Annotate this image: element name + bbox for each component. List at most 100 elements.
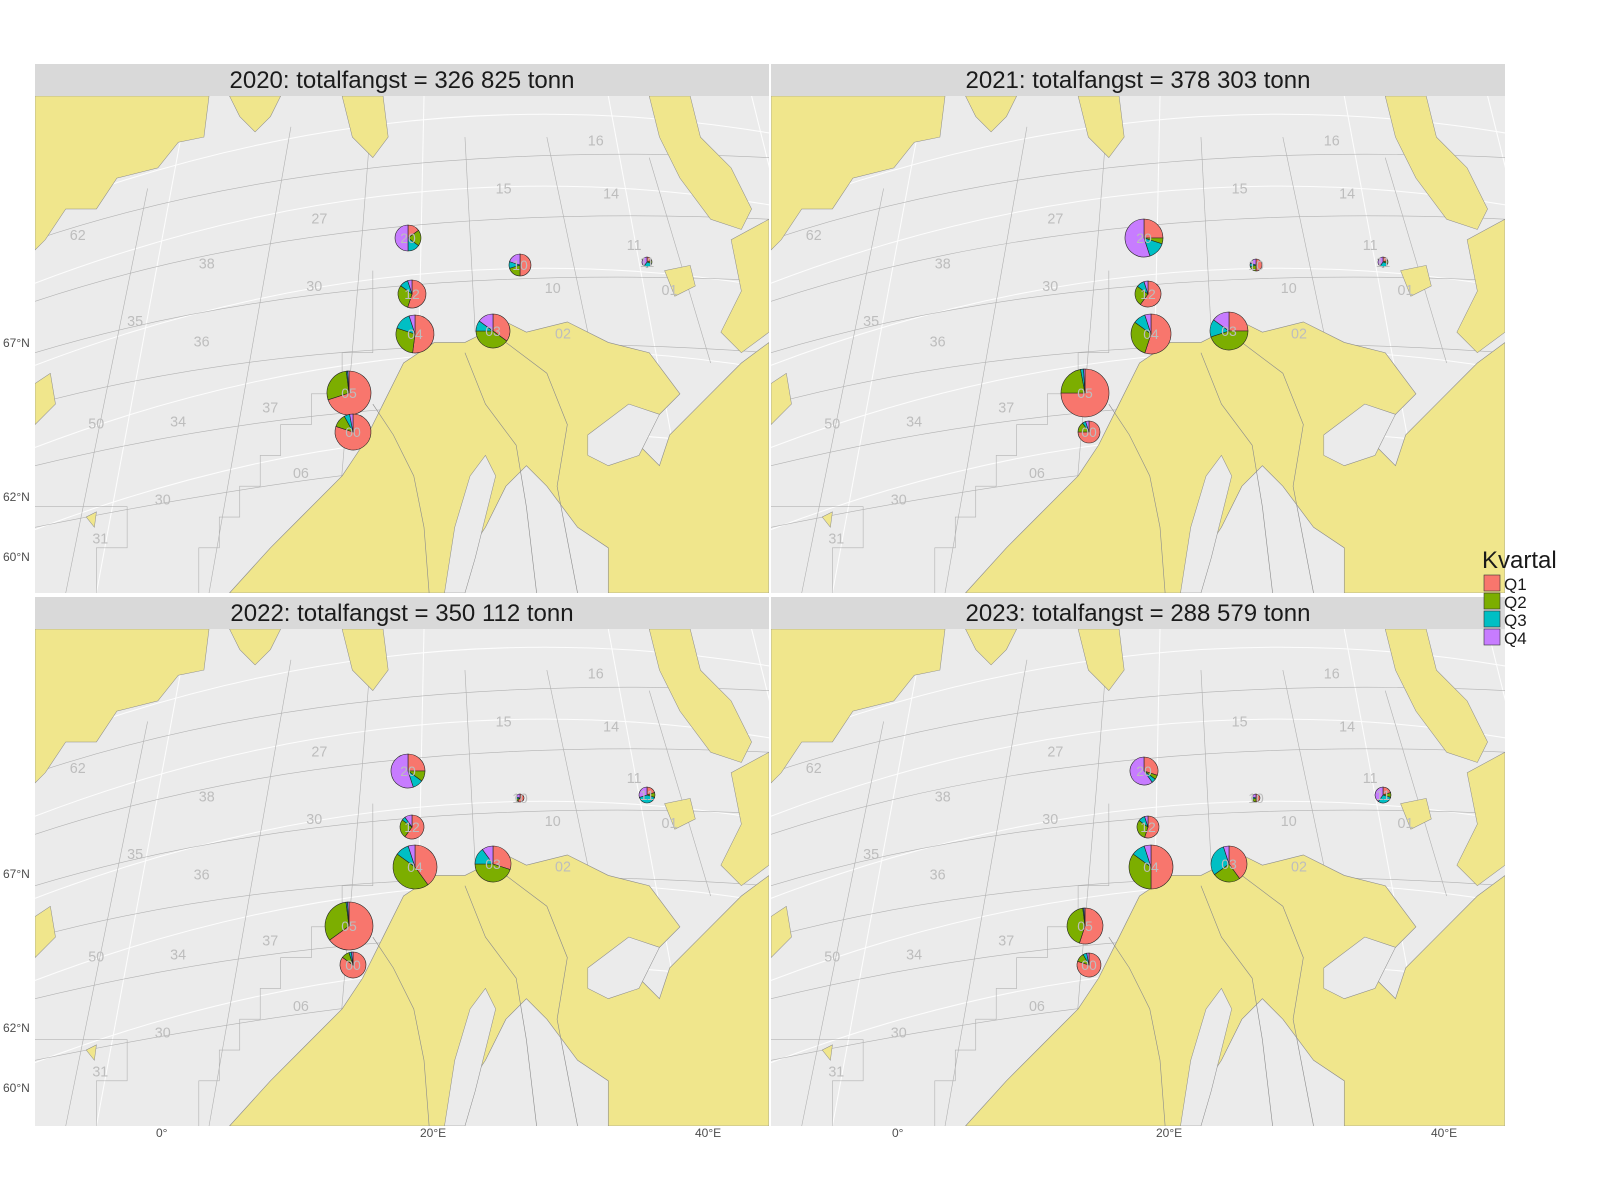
legend-item-q3: Q3	[1483, 610, 1527, 630]
legend-swatch-q1	[1483, 574, 1501, 592]
pie-slice-q4	[1144, 815, 1149, 828]
x-tick-label: 40°E	[1431, 1126, 1457, 1140]
panel-strip	[35, 64, 769, 96]
pie-area-label: 12	[404, 286, 420, 302]
pie-area-12: 12	[1136, 815, 1160, 839]
pie-slice-q4	[351, 951, 354, 966]
pie-slice-q4	[347, 901, 350, 927]
pie-slice-q4	[1249, 258, 1257, 266]
pie-slice-q2	[474, 863, 511, 883]
pie-slice-q4	[349, 413, 354, 433]
pie-slice-q4	[390, 753, 414, 789]
pie-area-label: 11	[1376, 254, 1391, 270]
pie-slice-q1	[327, 370, 372, 416]
panel-4: 2023: totalfangst = 288 579 tonn 05 04 00 03…	[771, 597, 1505, 1126]
pie-area-label: 05	[341, 918, 357, 934]
pie-slice-q4	[1124, 218, 1151, 258]
pie-area-04: 04	[1130, 313, 1172, 355]
pie-area-20: 20	[1129, 756, 1159, 786]
pie-area-20: 20	[1124, 218, 1164, 258]
y-tick-label: 60°N	[3, 1081, 30, 1095]
legend-item-q1: Q1	[1483, 574, 1527, 594]
y-tick-label: 67°N	[3, 867, 30, 881]
pie-slice-q4	[408, 314, 416, 335]
pie-slice-q4	[1085, 420, 1090, 433]
pie-slice-q2	[397, 285, 413, 308]
pie-slice-q4	[509, 253, 521, 266]
x-tick-label: 0°	[156, 1126, 168, 1140]
x-tick-label: 40°E	[695, 1126, 721, 1140]
pie-area-04: 04	[395, 314, 435, 354]
pie-area-label: 03	[485, 323, 501, 339]
panel-strip	[35, 597, 769, 629]
pie-area-label: 11	[640, 254, 655, 270]
map: 05 04 00 03 12 20 11 10	[771, 96, 1505, 593]
pie-slice-q2	[1130, 321, 1152, 354]
pie-area-00: 00	[334, 413, 372, 451]
pie-area-label: 03	[1221, 856, 1237, 872]
pie-slice-q1	[1079, 907, 1104, 945]
pie-slice-q2	[1066, 907, 1086, 944]
pie-slice-q1	[519, 253, 532, 277]
legend-swatch-q4	[1483, 628, 1501, 646]
pie-area-05: 05	[1066, 907, 1104, 945]
pie-area-20: 20	[394, 224, 422, 252]
pie-slice-q1	[404, 814, 425, 840]
pie-area-label: 20	[1136, 763, 1152, 779]
pie-area-00: 00	[1076, 952, 1102, 978]
x-axis: 0° 20°E 40°E 0° 20°E 40°E	[156, 1126, 1457, 1140]
pie-area-11: 11	[638, 786, 656, 804]
pie-area-04: 04	[1128, 844, 1174, 890]
x-tick-label: 20°E	[420, 1126, 446, 1140]
pie-area-label: 04	[407, 859, 423, 875]
pie-slice-q2	[1128, 853, 1152, 890]
y-tick-label: 67°N	[3, 336, 30, 350]
x-tick-label: 20°E	[1156, 1126, 1182, 1140]
pie-slice-q4	[1251, 793, 1257, 799]
pie-slice-q4	[1213, 311, 1230, 332]
pie-slice-q4	[407, 844, 416, 868]
pie-area-03: 03	[475, 313, 511, 349]
pie-slice-q4	[1143, 844, 1152, 868]
pie-slice-q4	[515, 793, 521, 799]
pie-slice-q4	[1374, 786, 1384, 802]
pie-area-11: 11	[1376, 254, 1391, 270]
pie-slice-q4	[404, 814, 413, 828]
panel-strip	[771, 64, 1505, 96]
panel-title: 2023: totalfangst = 288 579 tonn	[966, 600, 1311, 627]
y-axis: 67°N 62°N 60°N 67°N 62°N 60°N	[3, 336, 30, 1095]
pie-area-label: 10	[1248, 257, 1264, 273]
pie-slice-q4	[478, 313, 494, 332]
pie-area-label: 04	[407, 326, 423, 342]
pie-slice-q4	[482, 845, 494, 865]
pie-area-04: 04	[392, 844, 438, 890]
legend-item-q2: Q2	[1483, 592, 1527, 612]
legend-swatch-q3	[1483, 610, 1501, 628]
pie-area-label: 00	[345, 424, 361, 440]
pie-slice-q1	[1228, 311, 1249, 332]
pie-slice-q2	[324, 901, 350, 941]
pie-slice-q1	[1077, 420, 1101, 444]
pie-slice-q3	[1210, 846, 1230, 875]
legend-label-q4: Q4	[1504, 629, 1527, 648]
pie-area-05: 05	[324, 901, 374, 951]
pie-area-label: 00	[1081, 957, 1097, 973]
pie-slice-q1	[329, 901, 374, 951]
pie-slice-q1	[414, 844, 438, 886]
y-tick-label: 60°N	[3, 550, 30, 564]
pie-area-11: 11	[1374, 786, 1392, 804]
pie-slice-q3	[639, 794, 655, 804]
panel-title: 2022: totalfangst = 350 112 tonn	[230, 600, 573, 627]
pie-area-03: 03	[1209, 311, 1249, 351]
pie-area-12: 12	[397, 279, 427, 309]
pie-area-03: 03	[474, 845, 512, 883]
pie-slice-q1	[1144, 313, 1172, 355]
pie-slice-q4	[1144, 313, 1152, 335]
pie-slice-q2	[475, 330, 508, 349]
pie-area-label: 05	[1077, 385, 1093, 401]
y-tick-label: 62°N	[3, 490, 30, 504]
pie-area-label: 00	[1081, 424, 1097, 440]
pie-slice-q4	[1083, 368, 1086, 394]
pie-area-label: 04	[1143, 859, 1159, 875]
pie-area-label: 10	[512, 790, 528, 806]
